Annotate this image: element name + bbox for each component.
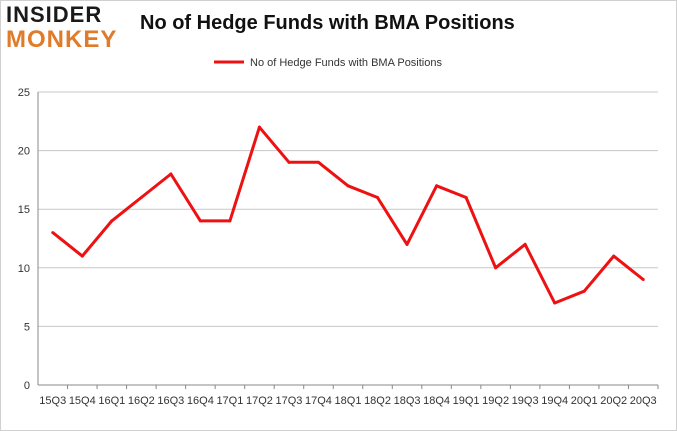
x-tick-label: 20Q2 [600, 395, 627, 407]
data-point [376, 195, 380, 199]
data-point [464, 195, 468, 199]
x-tick-label: 16Q2 [128, 395, 155, 407]
x-tick-label: 20Q1 [571, 395, 598, 407]
logo-text-monkey: MONKEY [6, 26, 118, 53]
x-tick-label: 19Q3 [512, 395, 539, 407]
y-tick-label: 15 [18, 204, 30, 216]
y-tick-label: 0 [24, 380, 30, 392]
data-point [435, 184, 439, 188]
x-tick-label: 17Q1 [216, 395, 243, 407]
data-point [228, 219, 232, 223]
data-point [257, 125, 261, 129]
logo-text-insider: INSIDER [6, 2, 103, 27]
x-tick-label: 17Q3 [275, 395, 302, 407]
data-point [169, 172, 173, 176]
data-point [287, 160, 291, 164]
x-tick-label: 18Q1 [335, 395, 362, 407]
x-tick-label: 16Q1 [98, 395, 125, 407]
y-tick-label: 25 [18, 87, 30, 99]
data-point [612, 254, 616, 258]
x-tick-label: 20Q3 [630, 395, 657, 407]
data-point [198, 219, 202, 223]
data-point [582, 289, 586, 293]
data-point [51, 231, 55, 235]
x-tick-label: 15Q3 [39, 395, 66, 407]
data-point [110, 219, 114, 223]
series-line [51, 125, 645, 305]
data-point [523, 242, 527, 246]
x-tick-label: 18Q3 [394, 395, 421, 407]
x-tick-label: 16Q3 [157, 395, 184, 407]
data-point [80, 254, 84, 258]
data-point [494, 266, 498, 270]
y-tick-label: 10 [18, 263, 30, 275]
x-tick-label: 17Q2 [246, 395, 273, 407]
data-point [553, 301, 557, 305]
insider-monkey-logo: INSIDER MONKEY [6, 2, 126, 54]
x-tick-label: 19Q1 [453, 395, 480, 407]
chart-title: No of Hedge Funds with BMA Positions [140, 12, 515, 34]
y-tick-label: 20 [18, 146, 30, 158]
data-point [346, 184, 350, 188]
data-point [405, 242, 409, 246]
data-point [139, 195, 143, 199]
legend-label: No of Hedge Funds with BMA Positions [250, 57, 442, 69]
data-point [316, 160, 320, 164]
x-tick-label: 16Q4 [187, 395, 214, 407]
x-tick-label: 15Q4 [69, 395, 96, 407]
x-tick-label: 18Q4 [423, 395, 450, 407]
y-tick-label: 5 [24, 321, 30, 333]
x-tick-label: 18Q2 [364, 395, 391, 407]
data-point [641, 278, 645, 282]
x-tick-label: 19Q2 [482, 395, 509, 407]
x-tick-label: 17Q4 [305, 395, 332, 407]
x-tick-label: 19Q4 [541, 395, 568, 407]
